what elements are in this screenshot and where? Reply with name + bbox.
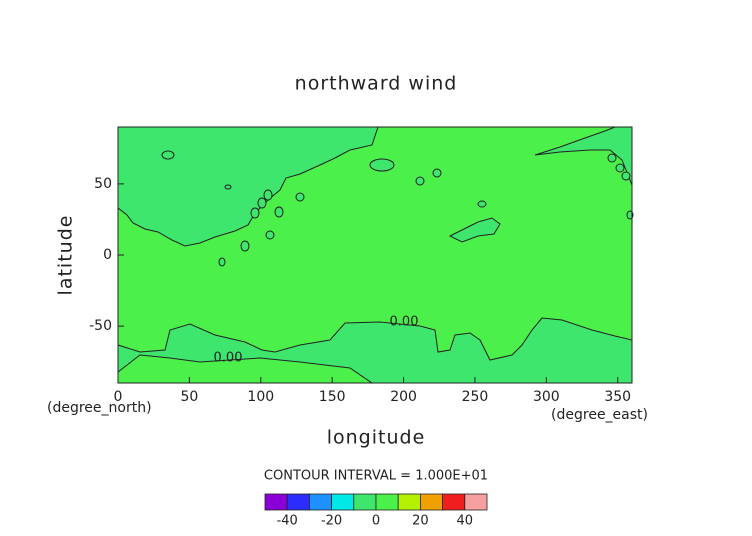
- contour-line: [615, 163, 625, 173]
- colorbar-tick-label: 0: [372, 514, 380, 529]
- contour-line: [240, 240, 250, 252]
- colorbar-box: [264, 493, 288, 511]
- x-tick-label: 200: [390, 389, 417, 405]
- y-tick-label: 0: [103, 247, 112, 263]
- x-tick-label: 350: [604, 389, 631, 405]
- colorbar-box: [464, 493, 488, 511]
- contour-line: [117, 126, 379, 247]
- contour-line: [274, 206, 284, 218]
- x-tick-label: 100: [247, 389, 274, 405]
- contour-line: [250, 207, 260, 219]
- colorbar-tick-label: 40: [457, 514, 474, 529]
- colorbar-box: [375, 493, 399, 511]
- contour-line: [477, 200, 487, 208]
- x-tick-label: 0: [114, 389, 123, 405]
- contour-line: [295, 192, 305, 202]
- contour-line: [607, 153, 617, 163]
- x-axis-label: longitude: [327, 427, 426, 449]
- contour-label: 0.00: [390, 315, 419, 330]
- contour-line: [218, 257, 226, 267]
- contour-line: [265, 230, 275, 240]
- y-tick-label: -50: [89, 318, 112, 334]
- chart-title: northward wind: [295, 73, 458, 95]
- y-tick-label: 50: [94, 176, 112, 192]
- colorbar-box: [308, 493, 332, 511]
- contour-interval: CONTOUR INTERVAL = 1.000E+01: [264, 469, 488, 484]
- colorbar-box: [286, 493, 310, 511]
- x-unit: (degree_east): [551, 407, 648, 423]
- contour-line: [369, 158, 395, 172]
- colorbar-box: [331, 493, 355, 511]
- x-tick-label: 250: [462, 389, 489, 405]
- contour-line: [448, 217, 501, 243]
- contour-line: [263, 189, 273, 201]
- contour-line: [117, 317, 633, 384]
- colorbar-tick-label: -40: [277, 514, 298, 529]
- contour-line: [161, 150, 175, 160]
- colorbar-box: [353, 493, 377, 511]
- contour-label: 0.00: [214, 351, 243, 366]
- x-tick-label: 50: [180, 389, 198, 405]
- x-tick-label: 150: [319, 389, 346, 405]
- y-unit: (degree_north): [47, 400, 152, 416]
- y-axis-label: latitude: [55, 215, 77, 296]
- colorbar-box: [397, 493, 421, 511]
- contour-line: [621, 171, 631, 181]
- contour-line: [432, 168, 442, 178]
- x-tick-label: 300: [533, 389, 560, 405]
- colorbar-tick-label: 20: [412, 514, 429, 529]
- colorbar-tick-label: -20: [321, 514, 342, 529]
- contour-line: [415, 176, 425, 186]
- contour-line: [257, 197, 267, 209]
- contour-line: [224, 184, 232, 190]
- colorbar-box: [419, 493, 443, 511]
- colorbar-box: [442, 493, 466, 511]
